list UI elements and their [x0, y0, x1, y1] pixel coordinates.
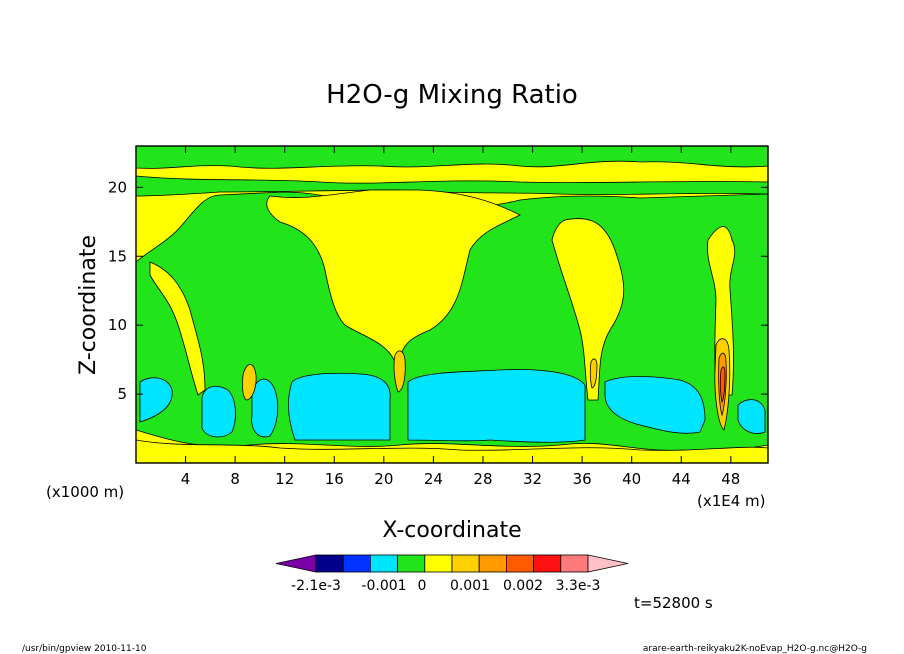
region-gold-1	[242, 364, 257, 401]
x-tick-label: 8	[230, 470, 240, 488]
colorbar-swatch	[315, 554, 344, 573]
x-unit-right: (x1E4 m)	[697, 492, 766, 510]
colorbar-swatch	[397, 554, 426, 573]
x-tick-label: 4	[181, 470, 191, 488]
colorbar-label: -2.1e-3	[291, 578, 341, 594]
region-cyan-3	[251, 378, 279, 438]
x-tick-label: 44	[672, 470, 691, 488]
x-tick-label: 24	[424, 470, 443, 488]
colorbar-label: -0.001	[361, 578, 406, 594]
x-tick-label: 36	[573, 470, 592, 488]
colorbar-label: 0.001	[450, 578, 490, 594]
y-axis: 5 10 15 20	[108, 178, 768, 403]
contour-field	[136, 146, 768, 463]
colorbar-swatch	[560, 554, 589, 573]
region-cyan-2	[201, 385, 236, 438]
region-gold-3	[589, 358, 598, 389]
colorbar-swatch	[451, 554, 480, 573]
x-axis: 4 8 12 16 20 24 28 32 36 40 44 48	[181, 146, 740, 488]
x-tick-label: 20	[374, 470, 393, 488]
y-tick-label: 20	[108, 178, 127, 196]
colorbar-high-triangle	[587, 554, 629, 573]
region-cyan-7	[737, 399, 766, 434]
plot-frame	[135, 145, 769, 464]
region-green-top	[136, 146, 768, 169]
colorbar-labels: -2.1e-3 -0.001 0 0.001 0.002 3.3e-3	[291, 578, 600, 594]
x-axis-label: X-coordinate	[382, 518, 521, 543]
colorbar-swatch	[505, 554, 534, 573]
colorbar-label: 0.002	[503, 578, 543, 594]
y-axis-label: Z-coordinate	[76, 235, 101, 375]
x-tick-label: 32	[523, 470, 542, 488]
colorbar-low-triangle	[275, 554, 317, 573]
region-cyan-4	[288, 372, 391, 441]
region-red-4	[719, 366, 726, 404]
region-gold-2	[393, 350, 406, 393]
region-cyan-5	[407, 369, 586, 443]
region-green-band	[136, 175, 768, 197]
region-yellow-plume-mid	[551, 218, 625, 401]
x-tick-label: 40	[622, 470, 641, 488]
y-tick-label: 10	[108, 316, 127, 334]
colorbar-swatch	[478, 554, 507, 573]
colorbar-swatch	[369, 554, 398, 573]
x-tick-label: 16	[325, 470, 344, 488]
colorbar-swatch	[533, 554, 562, 573]
y-tick-label: 15	[108, 247, 127, 265]
chart-title: H2O-g Mixing Ratio	[326, 80, 578, 110]
colorbar-swatch	[424, 554, 453, 573]
region-cyan-6	[604, 376, 706, 434]
region-yellow-plume-left	[149, 261, 206, 396]
colorbar-label: 0	[418, 578, 427, 594]
time-label: t=52800 s	[634, 594, 713, 612]
region-yellow-dome	[266, 189, 521, 373]
x-tick-label: 12	[275, 470, 294, 488]
x-tick-label: 28	[473, 470, 492, 488]
colorbar-label: 3.3e-3	[556, 578, 601, 594]
region-yellow-bottom	[136, 439, 768, 463]
region-cyan-1	[139, 377, 173, 423]
footer-right: arare-earth-reikyaku2K-noEvap_H2O-g.nc@H…	[643, 644, 867, 654]
x-unit-left: (x1000 m)	[46, 483, 124, 501]
colorbar	[275, 554, 629, 573]
x-tick-label: 48	[721, 470, 740, 488]
y-tick-label: 5	[117, 385, 127, 403]
colorbar-swatch	[342, 554, 371, 573]
footer-left: /usr/bin/gpview 2010-11-10	[22, 644, 147, 654]
